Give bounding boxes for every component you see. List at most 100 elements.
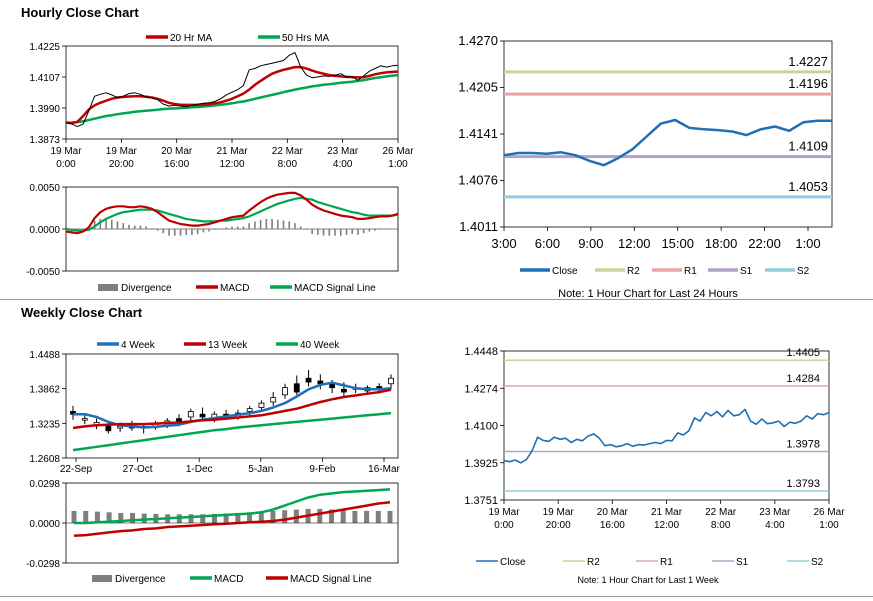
hourly-macd-legend-signal-label: MACD Signal Line [294, 283, 376, 294]
weekly-macd-divergence-bar [387, 510, 393, 523]
weekly-price-y-tick-label: 1.2608 [29, 454, 60, 465]
hourly-price-x-tick-label: 26 Mar [382, 146, 414, 157]
weekly-price-x-tick-label: 16-Mar [368, 464, 400, 475]
weekly-macd-divergence-bar [293, 509, 299, 523]
hourly24-level-label-s2: 1.4053 [788, 179, 828, 194]
weekly-candle-body [187, 411, 194, 418]
hourly-macd-line [65, 191, 399, 235]
hourly24-x-tick-label: 6:00 [535, 236, 560, 251]
hourly-macd-y-tick-label: -0.0050 [26, 267, 60, 278]
hourly-price-x-tick-label: 19 Mar [106, 146, 138, 157]
weekly-price-plot-frame [65, 353, 399, 459]
weekly-hourly-y-tick-label: 1.4100 [464, 421, 498, 433]
weekly-macd-divergence-bar [200, 514, 206, 523]
weekly-price-legend-4wk-label: 4 Week [121, 340, 156, 351]
weekly-hourly-x-tick-label: 20:00 [546, 520, 571, 531]
weekly-macd-divergence-bar [352, 510, 358, 523]
weekly-price-line-40-week [72, 411, 392, 452]
weekly-hourly-y-tick-label: 1.4448 [464, 346, 498, 358]
weekly-price-x-tick-label: 9-Feb [309, 464, 336, 475]
weekly-price-x-tick-label: 27-Oct [123, 464, 153, 475]
weekly-candle-body [270, 397, 277, 403]
weekly-macd-divergence-bar [106, 512, 112, 523]
weekly-macd-y-tick-label: 0.0298 [29, 479, 60, 490]
weekly-macd-legend-divergence-swatch [92, 575, 112, 582]
weekly-hourly-y-tick-label: 1.3925 [464, 458, 498, 470]
weekly-hourly-level-label-r1: 1.4284 [786, 373, 820, 385]
weekly-price-x-tick-label: 1-Dec [186, 464, 213, 475]
hourly-price-x-tick-label: 20 Mar [161, 146, 193, 157]
hourly24-legend-s2-label: S2 [797, 266, 810, 277]
hourly-price-line-50-hrs-ma [66, 73, 399, 124]
weekly-macd-divergence-bar [364, 510, 370, 523]
weekly-price-legend-13wk-label: 13 Week [208, 340, 248, 351]
weekly-hourly-legend-r1-label: R1 [660, 557, 673, 568]
hourly24-note: Note: 1 Hour Chart for Last 24 Hours [558, 288, 738, 300]
weekly-hourly-y-tick-label: 1.3751 [464, 495, 498, 507]
hourly-price-x-tick-label: 22 Mar [272, 146, 304, 157]
weekly-macd-y-tick-label: 0.0000 [29, 519, 60, 530]
weekly-hourly-x-tick-label: 12:00 [654, 520, 679, 531]
weekly-hourly-level-label-s1: 1.3978 [786, 438, 820, 450]
weekly-hourly-level-label-s2: 1.3793 [786, 478, 820, 490]
hourly-macd-legend-macd-label: MACD [220, 283, 249, 294]
hourly-price-x-tick-label: 0:00 [56, 159, 76, 170]
hourly-price-x-tick-label: 16:00 [164, 159, 189, 170]
hourly-macd-legend-divergence-label: Divergence [121, 283, 172, 294]
weekly-macd-divergence-bar [211, 513, 217, 523]
hourly24-x-tick-label: 12:00 [618, 236, 651, 251]
section-divider [0, 299, 873, 300]
hourly24-x-tick-label: 9:00 [578, 236, 603, 251]
hourly24-y-tick-label: 1.4141 [458, 126, 498, 141]
weekly-hourly-x-tick-label: 21 Mar [651, 507, 683, 518]
hourly24-x-tick-label: 15:00 [661, 236, 694, 251]
weekly-macd-line [74, 488, 391, 525]
weekly-hourly-note: Note: 1 Hour Chart for Last 1 Week [578, 575, 719, 585]
hourly-price-x-tick-label: 23 Mar [327, 146, 359, 157]
hourly24-x-tick-label: 1:00 [795, 236, 820, 251]
hourly24-x-tick-label: 22:00 [748, 236, 781, 251]
hourly24-level-label-r2: 1.4227 [788, 54, 828, 69]
weekly-candle-body [246, 408, 253, 412]
weekly-macd-divergence-bar [375, 510, 381, 523]
hourly-price-x-tick-label: 8:00 [278, 159, 298, 170]
bottom-divider [0, 596, 873, 597]
weekly-macd-divergence-bar [118, 512, 124, 523]
hourly24-y-tick-label: 1.4076 [458, 173, 498, 188]
hourly24-x-tick-label: 18:00 [705, 236, 738, 251]
weekly-hourly-legend-close-label: Close [500, 557, 526, 568]
weekly-hourly-level-label-r2: 1.4405 [786, 347, 820, 359]
weekly-macd-divergence-bar [282, 510, 288, 523]
hourly-price-y-tick-label: 1.4225 [29, 42, 60, 53]
weekly-macd-divergence-bar [235, 512, 241, 523]
weekly-candle-body [305, 377, 312, 383]
weekly-macd-divergence-bar [223, 513, 229, 523]
hourly-price-y-tick-label: 1.3990 [29, 104, 60, 115]
weekly-macd-divergence-bar [328, 509, 334, 523]
weekly-candle-body [258, 402, 265, 408]
weekly-macd-divergence-bar [340, 510, 346, 523]
weekly-candle-body [199, 413, 206, 418]
hourly24-legend-r1-label: R1 [684, 266, 697, 277]
weekly-hourly-x-tick-label: 19 Mar [488, 507, 520, 518]
weekly-macd-y-tick-label: -0.0298 [26, 559, 60, 570]
hourly-price-y-tick-label: 1.4107 [29, 73, 60, 84]
weekly-hourly-plot-frame [503, 350, 830, 501]
hourly-price-x-tick-label: 19 Mar [50, 146, 82, 157]
hourly24-legend-s1-label: S1 [740, 266, 753, 277]
weekly-macd-divergence-bar [270, 510, 276, 523]
weekly-candle-body [388, 377, 394, 385]
hourly24-close-line [503, 118, 832, 167]
weekly-macd-divergence-bar [141, 513, 147, 523]
weekly-macd-divergence-bar [94, 511, 100, 523]
weekly-hourly-x-tick-label: 1:00 [819, 520, 839, 531]
hourly-macd-y-tick-label: 0.0000 [29, 225, 60, 236]
hourly24-y-tick-label: 1.4011 [459, 219, 498, 234]
hourly24-plot-frame [503, 40, 833, 228]
weekly-hourly-x-tick-label: 16:00 [600, 520, 625, 531]
weekly-macd-legend-macd-label: MACD [214, 574, 243, 585]
hourly24-level-label-r1: 1.4196 [788, 76, 828, 91]
weekly-macd-divergence-bar [71, 510, 77, 523]
weekly-hourly-x-tick-label: 19 Mar [543, 507, 575, 518]
